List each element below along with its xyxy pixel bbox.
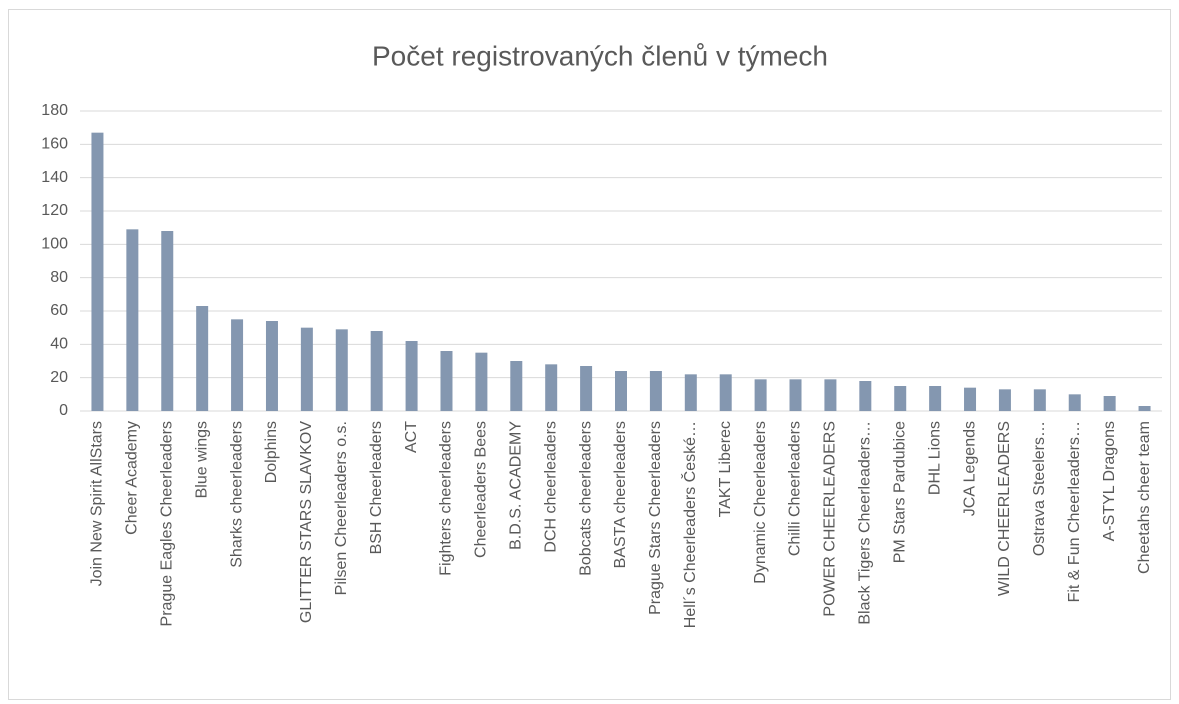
- x-tick-label: Blue wings: [193, 421, 210, 498]
- x-tick-label: Join New Spirit AllStars: [89, 421, 106, 586]
- bar: [231, 319, 244, 411]
- y-tick-label: 140: [41, 169, 68, 186]
- chart-title: Počet registrovaných členů v týmech: [372, 40, 828, 71]
- y-tick-label: 180: [41, 102, 68, 119]
- x-tick-label: ACT: [403, 421, 420, 453]
- y-tick-label: 20: [50, 369, 68, 386]
- bar: [580, 366, 593, 411]
- x-tick-label: WILD CHEERLEADERS: [996, 421, 1013, 596]
- bar: [649, 371, 662, 411]
- x-tick-label: JCA Legends: [961, 421, 978, 516]
- x-tick-label: BASTA cheerleaders: [612, 421, 629, 568]
- bar: [405, 341, 418, 411]
- bar: [998, 389, 1011, 411]
- bar: [1138, 406, 1151, 411]
- x-tick-label: Hell´s Cheerleaders České…: [680, 421, 699, 628]
- y-tick-label: 0: [59, 402, 68, 419]
- bar: [196, 306, 209, 411]
- x-tick-label: Dynamic Cheerleaders: [752, 421, 769, 584]
- bar: [1068, 394, 1081, 411]
- bar: [1103, 396, 1116, 411]
- bar: [929, 386, 942, 411]
- bar: [335, 329, 348, 411]
- x-tick-label: POWER CHEERLEADERS: [822, 421, 839, 617]
- bar: [300, 327, 313, 411]
- bar: [615, 371, 627, 411]
- bar: [440, 351, 453, 411]
- bar: [894, 386, 907, 411]
- x-tick-label: Pilsen Cheerleaders o.s.: [333, 421, 350, 595]
- bar: [1033, 389, 1046, 411]
- x-tick-label: DCH cheerleaders: [542, 421, 559, 553]
- x-tick-label: PM Stars Pardubice: [891, 421, 908, 563]
- x-tick-label: Prague Stars Cheerleaders: [647, 421, 664, 615]
- y-tick-label: 60: [50, 302, 68, 319]
- x-tick-label: Bobcats cheerleaders: [577, 421, 594, 576]
- y-tick-label: 160: [41, 136, 68, 153]
- x-tick-label: Chilli Cheerleaders: [787, 421, 804, 556]
- bar: [265, 321, 278, 411]
- bar: [859, 381, 872, 411]
- x-tick-label: DHL Lions: [926, 421, 943, 495]
- bar: [754, 379, 767, 411]
- x-tick-label: B.D.S. ACADEMY: [508, 421, 525, 550]
- x-tick-label: Black Tigers Cheerleaders…: [857, 421, 874, 625]
- x-tick-label: Fighters cheerleaders: [438, 421, 455, 576]
- bar: [161, 231, 174, 411]
- bar: [684, 374, 697, 411]
- bar: [789, 379, 802, 411]
- bar: [475, 352, 488, 411]
- x-tick-label: Cheetahs cheer team: [1136, 421, 1153, 574]
- bar: [91, 132, 104, 411]
- x-tick-label: TAKT Liberec: [717, 421, 734, 517]
- bar: [719, 374, 732, 411]
- y-tick-label: 40: [50, 336, 68, 353]
- y-tick-label: 100: [41, 236, 68, 253]
- bar: [126, 229, 139, 411]
- bar: [824, 379, 837, 411]
- x-tick-label: Dolphins: [263, 421, 280, 483]
- x-tick-label: Fit & Fun Cheerleaders…: [1066, 421, 1083, 602]
- x-tick-label: GLITTER STARS SLAVKOV: [298, 421, 315, 623]
- y-tick-label: 120: [41, 202, 68, 219]
- bar: [510, 361, 523, 411]
- x-tick-label: Ostrava Steelers…: [1031, 421, 1048, 556]
- x-tick-label: A-STYL Dragons: [1101, 421, 1118, 541]
- bar: [370, 331, 383, 411]
- bar: [964, 387, 977, 411]
- x-tick-label: Prague Eagles Cheerleaders: [158, 421, 175, 626]
- y-tick-label: 80: [50, 269, 68, 286]
- x-tick-label: BSH Cheerleaders: [368, 421, 385, 554]
- x-tick-label: Cheer Academy: [124, 421, 141, 535]
- x-tick-label: Cheerleaders Bees: [473, 421, 490, 558]
- bar: [545, 364, 558, 411]
- x-tick-label: Sharks cheerleaders: [228, 421, 245, 568]
